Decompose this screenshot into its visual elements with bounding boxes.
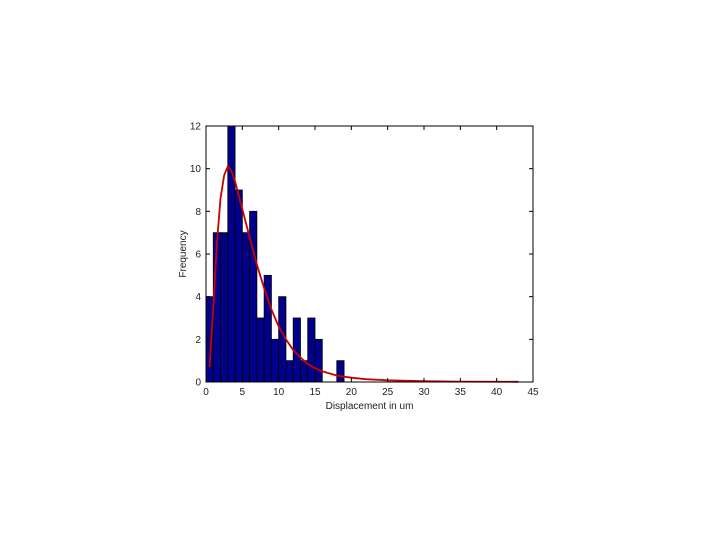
x-tick-label: 0	[203, 387, 209, 398]
histogram-bar	[336, 360, 345, 383]
histogram-bar	[285, 360, 294, 383]
y-tick-label: 0	[195, 378, 201, 389]
fit-curve-line	[208, 164, 519, 383]
x-tick-label: 35	[455, 387, 467, 398]
histogram-bar	[270, 338, 280, 383]
histogram-bar	[307, 317, 316, 383]
x-tick-label: 25	[382, 387, 394, 398]
histogram-bar	[278, 296, 287, 383]
histogram-bar	[234, 189, 243, 383]
x-axis-label: Displacement in um	[326, 401, 414, 412]
y-tick-label: 6	[195, 250, 201, 261]
histogram-bar	[256, 317, 265, 383]
y-tick-label: 2	[195, 335, 201, 346]
x-tick-label: 40	[491, 387, 503, 398]
fit-curve-layer	[208, 164, 519, 383]
y-tick-label: 4	[195, 292, 201, 303]
y-tick-label: 10	[190, 164, 202, 175]
histogram-bar	[249, 210, 258, 383]
histogram-bar	[314, 338, 323, 383]
x-tick-label: 5	[240, 387, 246, 398]
x-tick-label: 15	[309, 387, 321, 398]
histogram-bar	[227, 125, 236, 383]
x-tick-label: 20	[346, 387, 358, 398]
histogram-bar	[241, 232, 250, 383]
y-tick-label: 12	[190, 122, 202, 133]
y-tick-label: 8	[195, 207, 201, 218]
axes: 0 5 10 15 20 25 30 35 40 45 0 2 4 6 8 10 12	[190, 122, 539, 399]
x-tick-label: 30	[418, 387, 430, 398]
histogram-bar	[220, 232, 229, 383]
y-axis-label: Frequency	[178, 230, 189, 277]
x-tick-label: 45	[527, 387, 539, 398]
x-tick-label: 10	[273, 387, 285, 398]
